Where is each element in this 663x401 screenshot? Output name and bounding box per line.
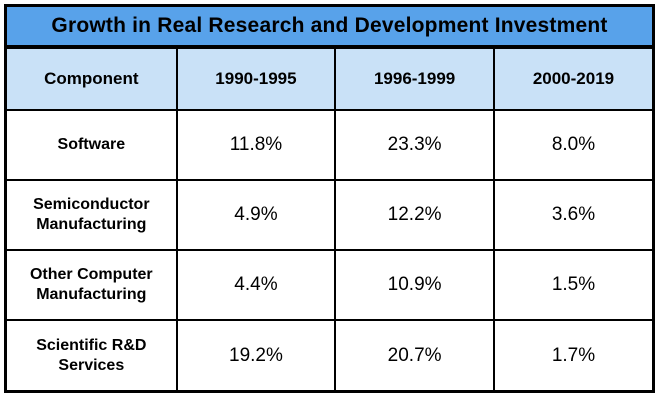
- cell-value: 23.3%: [334, 109, 495, 181]
- cell-value: 19.2%: [175, 319, 337, 390]
- cell-value: 1.5%: [492, 249, 652, 321]
- cell-value: 1.7%: [492, 319, 652, 390]
- column-header-1990-1995: 1990-1995: [175, 47, 337, 111]
- data-table: Component 1990-1995 1996-1999 2000-2019 …: [7, 47, 652, 390]
- cell-value: 8.0%: [492, 109, 652, 181]
- cell-value: 12.2%: [334, 179, 495, 251]
- cell-value: 20.7%: [334, 319, 495, 390]
- header-row: Component 1990-1995 1996-1999 2000-2019: [7, 47, 652, 111]
- rd-investment-table: Growth in Real Research and Development …: [4, 4, 655, 393]
- table-row-scientific-rd-services: Scientific R&D Services 19.2% 20.7% 1.7%: [7, 319, 652, 390]
- cell-value: 3.6%: [492, 179, 652, 251]
- table-title: Growth in Real Research and Development …: [7, 7, 652, 47]
- row-label: Scientific R&D Services: [7, 319, 178, 390]
- cell-value: 11.8%: [175, 109, 337, 181]
- row-label: Semiconductor Manufacturing: [7, 179, 178, 251]
- row-label: Software: [7, 109, 178, 181]
- cell-value: 4.9%: [175, 179, 337, 251]
- column-header-2000-2019: 2000-2019: [492, 47, 652, 111]
- row-label: Other Computer Manufacturing: [7, 249, 178, 321]
- cell-value: 4.4%: [175, 249, 337, 321]
- table-row-software: Software 11.8% 23.3% 8.0%: [7, 109, 652, 181]
- table-row-other-computer-manufacturing: Other Computer Manufacturing 4.4% 10.9% …: [7, 249, 652, 321]
- column-header-1996-1999: 1996-1999: [334, 47, 495, 111]
- table-row-semiconductor-manufacturing: Semiconductor Manufacturing 4.9% 12.2% 3…: [7, 179, 652, 251]
- column-header-component: Component: [7, 47, 178, 111]
- cell-value: 10.9%: [334, 249, 495, 321]
